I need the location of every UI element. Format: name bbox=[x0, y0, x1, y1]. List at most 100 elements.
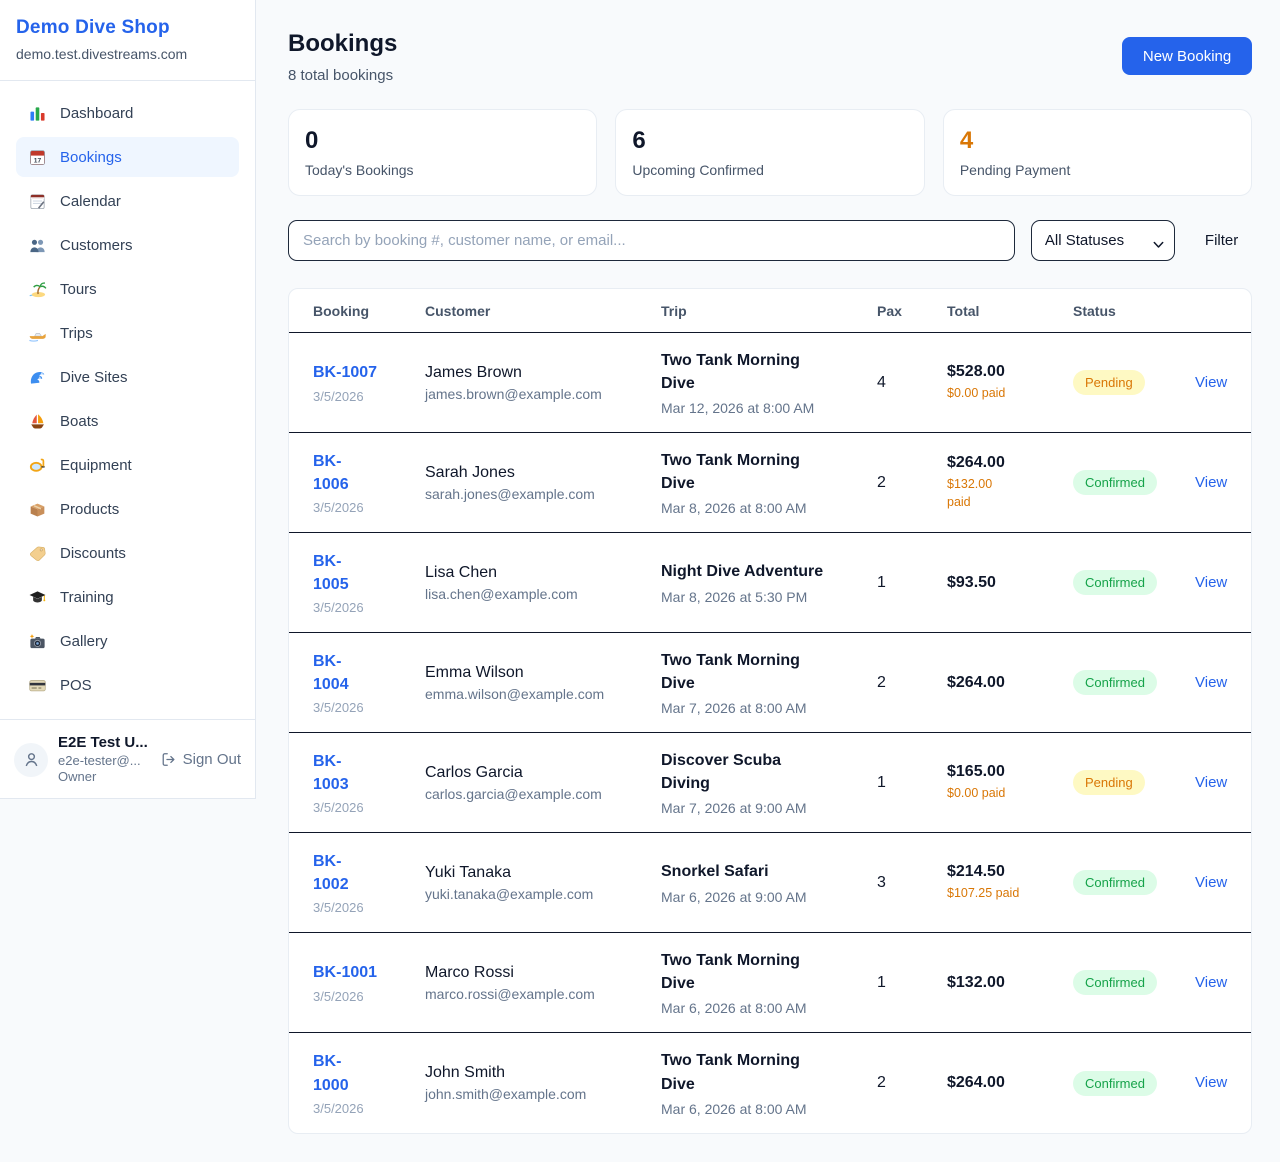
paid-amount: $107.25 paid bbox=[947, 885, 1020, 900]
speedboat-icon bbox=[28, 324, 47, 343]
view-link[interactable]: View bbox=[1195, 1074, 1228, 1091]
view-link[interactable]: View bbox=[1195, 973, 1228, 991]
trip-datetime: Mar 6, 2026 at 8:00 AM bbox=[661, 1100, 807, 1117]
status-filter-select[interactable]: All Statuses bbox=[1030, 220, 1175, 261]
status-badge: Pending bbox=[1073, 370, 1145, 395]
total-amount: $132.00 bbox=[947, 973, 1005, 991]
booking-created-date: 3/5/2026 bbox=[313, 988, 364, 1004]
sidebar-item-label: Bookings bbox=[60, 148, 122, 166]
sidebar-item-calendar[interactable]: Calendar bbox=[16, 181, 239, 221]
booking-id-link[interactable]: BK- 1006 bbox=[313, 452, 349, 493]
customer-name: Carlos Garcia bbox=[425, 763, 523, 781]
customer-email: james.brown@example.com bbox=[425, 385, 602, 402]
search-input[interactable] bbox=[288, 220, 1015, 261]
view-link[interactable]: View bbox=[1195, 473, 1228, 491]
trip-name: Snorkel Safari bbox=[661, 863, 769, 881]
col-header-trip: Trip bbox=[661, 302, 687, 319]
svg-text:17: 17 bbox=[34, 157, 42, 164]
total-bookings-count: 8 total bookings bbox=[288, 67, 394, 84]
sign-out-button[interactable]: Sign Out bbox=[160, 751, 241, 768]
sidebar-item-trips[interactable]: Trips bbox=[16, 313, 239, 353]
sidebar-item-boats[interactable]: Boats bbox=[16, 401, 239, 441]
people-icon bbox=[28, 236, 47, 255]
booking-id-link[interactable]: BK-1001 bbox=[313, 964, 378, 982]
sidebar-item-label: Training bbox=[60, 588, 114, 606]
shop-domain: demo.test.divestreams.com bbox=[16, 46, 188, 62]
table-header-row: Booking Customer Trip Pax Total Status bbox=[289, 289, 1252, 333]
total-amount: $264.00 bbox=[947, 454, 1005, 471]
filter-row: All Statuses Filter bbox=[288, 220, 1252, 261]
view-link[interactable]: View bbox=[1195, 873, 1228, 891]
customer-name: Lisa Chen bbox=[425, 563, 498, 581]
booking-id-link[interactable]: BK-1007 bbox=[313, 364, 378, 382]
customer-email: emma.wilson@example.com bbox=[425, 685, 605, 702]
sidebar-item-label: Discounts bbox=[60, 544, 126, 562]
sidebar-item-dive-sites[interactable]: Dive Sites bbox=[16, 357, 239, 397]
stat-label: Upcoming Confirmed bbox=[632, 162, 764, 178]
trip-name: Two Tank Morning Dive bbox=[661, 451, 800, 492]
tag-icon bbox=[28, 544, 47, 563]
sidebar-user-footer: E2E Test U... e2e-tester@... Owner Sign … bbox=[0, 719, 255, 799]
booking-id-link[interactable]: BK- 1003 bbox=[313, 752, 349, 793]
status-badge: Confirmed bbox=[1073, 470, 1157, 495]
trip-name: Two Tank Morning Dive bbox=[661, 351, 800, 392]
sidebar-item-label: Boats bbox=[60, 412, 99, 430]
user-email: e2e-tester@... bbox=[58, 752, 141, 768]
trip-datetime: Mar 7, 2026 at 8:00 AM bbox=[661, 700, 807, 717]
stat-card-pending-payment: 4 Pending Payment bbox=[942, 109, 1253, 196]
booking-created-date: 3/5/2026 bbox=[313, 388, 364, 404]
calendar-pad-icon bbox=[28, 192, 47, 211]
customer-email: yuki.tanaka@example.com bbox=[425, 885, 594, 902]
credit-card-icon bbox=[28, 676, 47, 695]
col-header-status: Status bbox=[1073, 302, 1116, 319]
sidebar-item-training[interactable]: Training bbox=[16, 577, 239, 617]
trip-name: Two Tank Morning Dive bbox=[661, 651, 800, 692]
pax-count: 2 bbox=[877, 473, 886, 491]
booking-created-date: 3/5/2026 bbox=[313, 500, 364, 516]
sidebar-item-customers[interactable]: Customers bbox=[16, 225, 239, 265]
table-row: BK- 1000 3/5/2026 John Smith john.smith@… bbox=[289, 1033, 1251, 1133]
pax-count: 2 bbox=[877, 673, 886, 691]
customer-email: sarah.jones@example.com bbox=[425, 485, 595, 502]
customer-email: john.smith@example.com bbox=[425, 1086, 587, 1102]
sidebar-item-discounts[interactable]: Discounts bbox=[16, 533, 239, 573]
sidebar-item-label: Trips bbox=[60, 324, 93, 342]
col-header-booking: Booking bbox=[313, 302, 369, 319]
paid-amount: $0.00 paid bbox=[947, 785, 1006, 800]
sidebar-item-bookings[interactable]: 17 Bookings bbox=[16, 137, 239, 177]
booking-created-date: 3/5/2026 bbox=[313, 900, 364, 916]
sidebar-item-gallery[interactable]: Gallery bbox=[16, 621, 239, 661]
stats-cards: 0 Today's Bookings 6 Upcoming Confirmed … bbox=[288, 109, 1253, 196]
booking-created-date: 3/5/2026 bbox=[313, 1100, 364, 1116]
table-row: BK- 1004 3/5/2026 Emma Wilson emma.wilso… bbox=[289, 633, 1252, 733]
col-header-customer: Customer bbox=[425, 302, 491, 319]
sidebar-item-equipment[interactable]: Equipment bbox=[16, 445, 239, 485]
status-badge: Confirmed bbox=[1073, 1070, 1157, 1096]
trip-name: Night Dive Adventure bbox=[661, 563, 824, 581]
main-content: Bookings 8 total bookings New Booking 0 … bbox=[256, 0, 1280, 1162]
shop-name: Demo Dive Shop bbox=[16, 17, 170, 38]
total-amount: $93.50 bbox=[947, 573, 996, 591]
booking-id-link[interactable]: BK- 1002 bbox=[313, 852, 349, 893]
booking-id-link[interactable]: BK- 1000 bbox=[313, 1053, 349, 1094]
sidebar-item-tours[interactable]: Tours bbox=[16, 269, 239, 309]
filter-button[interactable]: Filter bbox=[1191, 232, 1252, 249]
booking-id-link[interactable]: BK- 1005 bbox=[313, 552, 349, 593]
view-link[interactable]: View bbox=[1195, 673, 1228, 691]
booking-id-link[interactable]: BK- 1004 bbox=[313, 652, 349, 693]
view-link[interactable]: View bbox=[1195, 773, 1228, 791]
total-amount: $214.50 bbox=[947, 862, 1005, 880]
sidebar-item-label: Calendar bbox=[60, 192, 121, 210]
sidebar-item-dashboard[interactable]: Dashboard bbox=[16, 93, 239, 133]
sidebar-item-label: Equipment bbox=[60, 456, 132, 474]
new-booking-button[interactable]: New Booking bbox=[1121, 37, 1253, 75]
sidebar-item-products[interactable]: Products bbox=[16, 489, 239, 529]
trip-datetime: Mar 6, 2026 at 9:00 AM bbox=[661, 888, 807, 905]
sidebar-item-pos[interactable]: POS bbox=[16, 665, 239, 705]
stat-value: 4 bbox=[959, 127, 974, 154]
user-info: E2E Test U... e2e-tester@... Owner bbox=[58, 733, 148, 786]
view-link[interactable]: View bbox=[1195, 373, 1228, 391]
camera-icon bbox=[28, 632, 47, 651]
view-link[interactable]: View bbox=[1195, 573, 1228, 591]
